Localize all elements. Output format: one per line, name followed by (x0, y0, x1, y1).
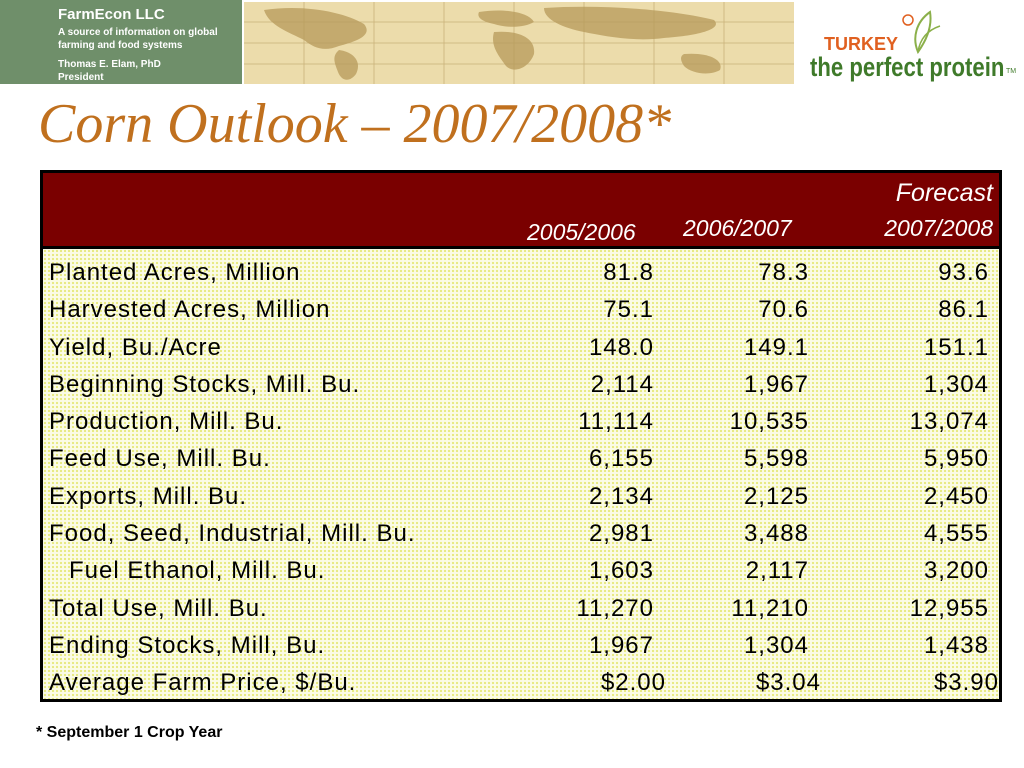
table-row: Production, Mill. Bu. 11,114 10,535 13,0… (43, 404, 999, 441)
brand-box: FarmEcon LLC A source of information on … (0, 0, 242, 84)
table-row: Ending Stocks, Mill, Bu. 1,967 1,304 1,4… (43, 628, 999, 665)
page-title: Corn Outlook – 2007/2008* (38, 93, 672, 155)
table-row: Planted Acres, Million 81.8 78.3 93.6 (43, 255, 999, 292)
cell-2007-2008: 86.1 (938, 296, 989, 324)
row-label: Harvested Acres, Million (49, 296, 331, 324)
cell-2007-2008: 12,955 (909, 594, 989, 622)
cell-2006-2007: 3,488 (743, 520, 809, 548)
column-header-2006-2007: 2006/2007 (683, 215, 792, 241)
cell-2005-2006: 2,134 (588, 482, 654, 510)
corn-outlook-table: Forecast 2005/2006 2006/2007 2007/2008 P… (40, 170, 1002, 702)
turkey-logo: TURKEY the perfect protein TM (808, 8, 1020, 84)
table-row: Food, Seed, Industrial, Mill. Bu. 2,981 … (43, 516, 999, 553)
row-label: Total Use, Mill. Bu. (49, 594, 268, 622)
table-header: Forecast 2005/2006 2006/2007 2007/2008 (43, 173, 999, 249)
footnote: * September 1 Crop Year (36, 724, 223, 741)
column-header-2007-2008: 2007/2008 (884, 215, 993, 241)
row-label: Planted Acres, Million (49, 259, 301, 286)
table-row: Beginning Stocks, Mill. Bu. 2,114 1,967 … (43, 367, 999, 404)
row-label: Feed Use, Mill. Bu. (49, 445, 271, 473)
row-label: Beginning Stocks, Mill. Bu. (49, 370, 361, 398)
world-map-banner (244, 2, 794, 84)
row-label: Exports, Mill. Bu. (49, 482, 248, 510)
cell-2006-2007: 10,535 (729, 408, 809, 436)
cell-2005-2006: 1,603 (588, 557, 654, 585)
logo-tagline: the perfect protein (810, 52, 1005, 82)
cell-2007-2008: 93.6 (938, 259, 989, 286)
cell-2007-2008: 151.1 (923, 333, 989, 361)
cell-2006-2007: 78.3 (758, 259, 809, 286)
cell-2007-2008: $3.90 (933, 669, 999, 697)
cell-2005-2006: 2,114 (590, 370, 654, 398)
cell-2007-2008: 1,304 (923, 370, 989, 398)
cell-2007-2008: 1,438 (923, 631, 989, 659)
cell-2005-2006: $2.00 (600, 669, 666, 697)
row-label: Average Farm Price, $/Bu. (49, 669, 357, 697)
row-label: Production, Mill. Bu. (49, 408, 284, 436)
row-label: Ending Stocks, Mill, Bu. (49, 631, 326, 659)
cell-2005-2006: 6,155 (588, 445, 654, 473)
table-row: Exports, Mill. Bu. 2,134 2,125 2,450 (43, 479, 999, 516)
cell-2005-2006: 75.1 (603, 296, 654, 324)
cell-2006-2007: 5,598 (743, 445, 809, 473)
cell-2006-2007: 2,117 (745, 557, 809, 585)
cell-2006-2007: 1,967 (743, 370, 809, 398)
brand-name: FarmEcon LLC (58, 6, 165, 23)
world-map-image (244, 2, 794, 84)
cell-2005-2006: 11,114 (578, 408, 654, 436)
table-row: Feed Use, Mill. Bu. 6,155 5,598 5,950 (43, 441, 999, 478)
table-body: Planted Acres, Million 81.8 78.3 93.6 Ha… (43, 255, 999, 703)
cell-2007-2008: 4,555 (923, 520, 989, 548)
logo-word-turkey: TURKEY (824, 34, 899, 54)
table-row: Harvested Acres, Million 75.1 70.6 86.1 (43, 292, 999, 329)
row-label: Yield, Bu./Acre (49, 333, 222, 361)
logo-trademark: TM (1006, 68, 1017, 75)
row-label: Food, Seed, Industrial, Mill. Bu. (49, 520, 416, 548)
column-header-2005-2006: 2005/2006 (527, 219, 636, 245)
cell-2005-2006: 2,981 (588, 520, 654, 548)
cell-2006-2007: 70.6 (758, 296, 809, 324)
row-label: Fuel Ethanol, Mill. Bu. (69, 557, 326, 585)
cell-2007-2008: 3,200 (923, 557, 989, 585)
cell-2007-2008: 5,950 (923, 445, 989, 473)
table-row: Yield, Bu./Acre 148.0 149.1 151.1 (43, 330, 999, 367)
brand-tagline: A source of information on global farmin… (58, 27, 218, 51)
leaf-icon (902, 10, 941, 54)
cell-2006-2007: 11,210 (731, 594, 809, 622)
table-row: Fuel Ethanol, Mill. Bu. 1,603 2,117 3,20… (43, 553, 999, 590)
cell-2006-2007: 1,304 (743, 631, 809, 659)
table-row: Total Use, Mill. Bu. 11,270 11,210 12,95… (43, 591, 999, 628)
cell-2006-2007: 2,125 (743, 482, 809, 510)
cell-2005-2006: 11,270 (576, 594, 654, 622)
forecast-label: Forecast (895, 179, 993, 207)
brand-author: Thomas E. Elam, PhD President (58, 59, 161, 83)
cell-2005-2006: 1,967 (588, 631, 654, 659)
cell-2005-2006: 148.0 (588, 333, 654, 361)
cell-2005-2006: 81.8 (603, 259, 654, 286)
cell-2006-2007: 149.1 (743, 333, 809, 361)
cell-2006-2007: $3.04 (755, 669, 821, 697)
cell-2007-2008: 13,074 (909, 408, 989, 436)
cell-2007-2008: 2,450 (923, 482, 989, 510)
table-row: Average Farm Price, $/Bu. $2.00 $3.04 $3… (43, 665, 999, 702)
